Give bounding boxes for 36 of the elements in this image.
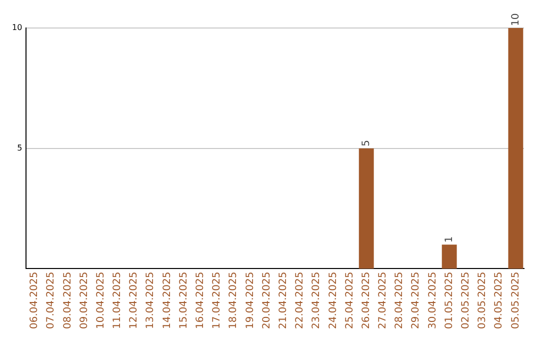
x-tick-label: 26.04.2025 xyxy=(360,272,372,330)
x-tick-label: 08.04.2025 xyxy=(62,272,74,330)
x-tick-label: 13.04.2025 xyxy=(145,272,156,330)
x-tick-label: 15.04.2025 xyxy=(178,272,190,330)
x-tick-label: 16.04.2025 xyxy=(195,272,206,330)
bar xyxy=(508,28,524,269)
data-label: 1 xyxy=(444,236,455,243)
x-tick-label: 04.05.2025 xyxy=(494,272,505,330)
x-tick-label: 30.04.2025 xyxy=(427,272,438,330)
x-tick-label: 28.04.2025 xyxy=(394,272,406,330)
x-tick-label: 10.04.2025 xyxy=(95,272,106,330)
x-tick-label: 27.04.2025 xyxy=(378,272,389,330)
x-tick-label: 25.04.2025 xyxy=(344,272,356,330)
x-tick-label: 22.04.2025 xyxy=(294,272,306,330)
x-tick-label: 20.04.2025 xyxy=(261,272,272,330)
x-tick-label: 21.04.2025 xyxy=(278,272,289,330)
x-tick-label: 14.04.2025 xyxy=(162,272,173,330)
x-tick-label: 06.04.2025 xyxy=(29,272,40,330)
x-tick-label: 12.04.2025 xyxy=(128,272,140,330)
x-tick-label: 11.04.2025 xyxy=(112,272,124,330)
x-tick-label: 23.04.2025 xyxy=(311,272,322,330)
x-tick-label: 02.05.2025 xyxy=(460,272,472,330)
x-tick-label: 09.04.2025 xyxy=(78,272,90,330)
bar xyxy=(442,244,457,269)
data-label: 5 xyxy=(360,140,372,146)
x-tick-label: 24.04.2025 xyxy=(328,272,339,330)
x-tick-label: 17.04.2025 xyxy=(212,272,223,330)
bar xyxy=(358,148,374,269)
data-label: 10 xyxy=(510,13,522,26)
x-tick-label: 19.04.2025 xyxy=(244,272,256,330)
x-tick-label: 05.05.2025 xyxy=(510,272,522,330)
x-tick-label: 07.04.2025 xyxy=(46,272,57,330)
x-tick-label: 29.04.2025 xyxy=(410,272,422,330)
x-tick-label: 18.04.2025 xyxy=(228,272,240,330)
x-tick-label: 01.05.2025 xyxy=(444,272,455,330)
x-tick-label: 03.05.2025 xyxy=(477,272,488,330)
